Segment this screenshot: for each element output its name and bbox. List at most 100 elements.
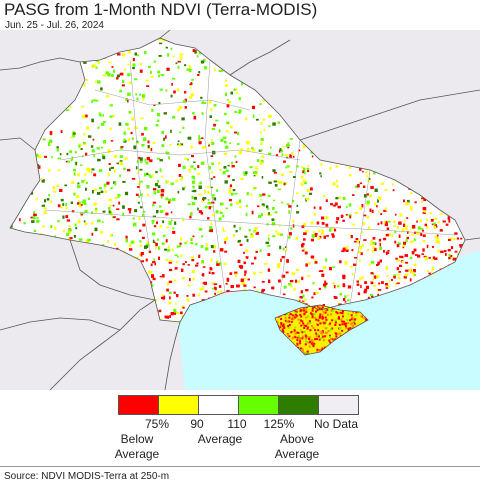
ndvi-pixel <box>335 165 339 168</box>
ndvi-pixel <box>80 164 83 167</box>
ndvi-pixel <box>170 47 173 51</box>
ndvi-pixel <box>137 186 140 188</box>
crimea-pixel <box>331 319 334 322</box>
crimea-pixel <box>310 312 312 315</box>
ndvi-pixel <box>210 155 214 157</box>
ndvi-pixel <box>185 261 187 263</box>
ndvi-pixel <box>101 244 105 246</box>
ndvi-pixel <box>198 138 201 141</box>
ndvi-pixel <box>210 177 213 180</box>
ndvi-pixel <box>68 225 71 228</box>
ndvi-pixel <box>283 160 286 163</box>
ndvi-pixel <box>325 223 329 227</box>
ndvi-pixel <box>111 74 114 77</box>
ndvi-pixel <box>159 42 163 45</box>
ndvi-pixel <box>161 131 164 134</box>
ndvi-pixel <box>95 203 98 205</box>
ndvi-pixel <box>342 196 346 200</box>
crimea-pixel <box>299 342 302 345</box>
ndvi-pixel <box>220 248 224 252</box>
ndvi-pixel <box>376 264 379 267</box>
crimea-pixel <box>319 322 322 325</box>
ndvi-pixel <box>83 202 87 205</box>
ndvi-pixel <box>226 121 230 125</box>
ndvi-pixel <box>277 232 280 236</box>
ndvi-pixel <box>220 138 224 142</box>
crimea-pixel <box>300 324 303 327</box>
ndvi-pixel <box>158 38 162 41</box>
ndvi-pixel <box>259 149 263 151</box>
ndvi-pixel <box>97 80 101 84</box>
ndvi-pixel <box>97 126 100 129</box>
ndvi-pixel <box>124 68 127 71</box>
ndvi-pixel <box>139 69 143 73</box>
crimea-pixel <box>296 342 299 345</box>
ndvi-pixel <box>200 161 205 165</box>
ndvi-pixel <box>241 281 245 285</box>
ndvi-pixel <box>152 142 156 144</box>
ndvi-pixel <box>122 180 126 183</box>
crimea-pixel <box>339 311 342 314</box>
ndvi-pixel <box>354 257 358 259</box>
ndvi-pixel <box>52 186 56 190</box>
ndvi-pixel <box>81 114 86 118</box>
crimea-pixel <box>321 314 324 317</box>
ndvi-pixel <box>413 263 417 266</box>
ndvi-pixel <box>185 240 188 243</box>
ndvi-pixel <box>240 148 243 151</box>
ndvi-pixel <box>75 227 78 230</box>
ndvi-pixel <box>341 250 345 253</box>
ndvi-pixel <box>368 226 371 229</box>
ndvi-pixel <box>165 135 167 139</box>
crimea-pixel <box>307 322 310 325</box>
ndvi-pixel <box>98 169 103 172</box>
ndvi-pixel <box>152 277 156 281</box>
ndvi-pixel <box>240 177 244 180</box>
ndvi-pixel <box>152 232 156 236</box>
ndvi-pixel <box>289 232 292 236</box>
ndvi-pixel <box>310 187 313 191</box>
ndvi-pixel <box>386 284 390 288</box>
ndvi-pixel <box>365 171 368 174</box>
ndvi-pixel <box>182 100 187 103</box>
ndvi-pixel <box>405 269 409 272</box>
ndvi-pixel <box>198 254 201 258</box>
ndvi-pixel <box>338 196 342 200</box>
ndvi-pixel <box>255 118 259 121</box>
crimea-pixel <box>347 329 350 332</box>
ndvi-pixel <box>142 213 144 217</box>
ndvi-pixel <box>182 126 185 129</box>
crimea-pixel <box>280 322 283 325</box>
ndvi-pixel <box>251 210 254 215</box>
ndvi-pixel <box>177 255 179 258</box>
ndvi-pixel <box>136 97 139 101</box>
ndvi-pixel <box>172 77 176 80</box>
ndvi-pixel <box>151 220 155 222</box>
ndvi-pixel <box>337 205 341 209</box>
ndvi-pixel <box>314 233 318 236</box>
crimea-pixel <box>297 318 300 321</box>
ndvi-pixel <box>181 315 184 318</box>
ndvi-pixel <box>107 149 111 153</box>
crimea-pixel <box>319 350 321 353</box>
ndvi-pixel <box>241 82 243 86</box>
ndvi-pixel <box>369 208 372 212</box>
ndvi-pixel <box>407 231 409 234</box>
crimea-pixel <box>316 348 319 351</box>
ndvi-pixel <box>191 270 195 274</box>
ndvi-pixel <box>87 238 91 242</box>
ndvi-pixel <box>323 235 326 239</box>
ndvi-pixel <box>127 73 131 77</box>
ndvi-pixel <box>154 262 156 266</box>
ndvi-pixel <box>194 198 197 200</box>
crimea-pixel <box>342 315 344 318</box>
ndvi-pixel <box>210 245 214 249</box>
legend-caption-above: Above Average <box>274 432 320 461</box>
ndvi-pixel <box>165 46 168 49</box>
ndvi-pixel <box>67 230 72 234</box>
ndvi-pixel <box>366 175 368 177</box>
ndvi-pixel <box>316 221 320 225</box>
ndvi-pixel <box>303 232 307 235</box>
ndvi-pixel <box>93 99 97 102</box>
crimea-pixel <box>288 335 291 338</box>
